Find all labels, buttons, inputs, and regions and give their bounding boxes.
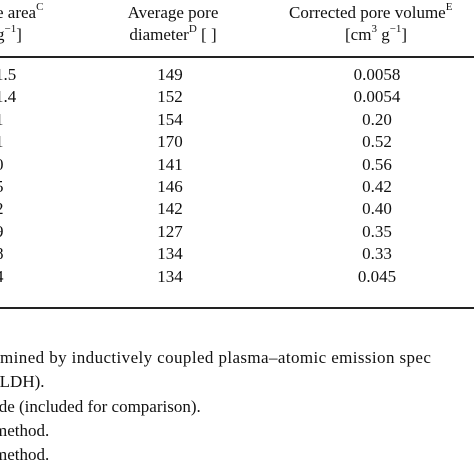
header-corrected-pore-volume: Corrected pore volumeE [cm3 g−1] bbox=[289, 2, 452, 46]
footnotes: rmined by inductively coupled plasma–ato… bbox=[0, 346, 474, 467]
cell-pore-diameter: 170 bbox=[157, 132, 183, 152]
header-surface-area-line2: g−1] bbox=[0, 23, 22, 44]
cell-surface-area: 5 bbox=[0, 176, 4, 198]
cell-pore-volume: 0.56 bbox=[362, 154, 392, 174]
cell-pore-volume: 0.0054 bbox=[353, 87, 401, 107]
header-average-pore-diameter-line1: Average pore bbox=[127, 3, 219, 22]
table-row: 9 127 0.35 bbox=[0, 221, 474, 243]
table-row: 1 154 0.20 bbox=[0, 109, 474, 131]
footnote: (LDH). bbox=[0, 372, 45, 392]
cell-pore-diameter: 152 bbox=[157, 87, 183, 107]
table-row: 0 141 0.56 bbox=[0, 154, 474, 176]
cell-pore-volume: 0.045 bbox=[357, 266, 397, 286]
cell-pore-volume: 0.33 bbox=[362, 244, 392, 264]
cell-pore-volume: 0.20 bbox=[362, 109, 392, 129]
header-average-pore-diameter-line2: diameterD [ ] bbox=[129, 23, 217, 44]
cell-pore-diameter: 154 bbox=[157, 109, 183, 129]
cell-pore-volume: 0.52 bbox=[362, 132, 392, 152]
table-row: 2 142 0.40 bbox=[0, 198, 474, 220]
header-corrected-pore-volume-line1: Corrected pore volumeE bbox=[289, 1, 453, 22]
cell-surface-area: 1.5 bbox=[0, 65, 17, 84]
cell-pore-diameter: 127 bbox=[157, 221, 183, 241]
footnote: ide (included for comparison). bbox=[0, 396, 201, 416]
table-bottom-rule bbox=[0, 307, 474, 309]
cell-surface-area: 1 bbox=[0, 109, 4, 131]
header-average-pore-diameter: Average pore diameterD [ ] bbox=[118, 2, 228, 46]
table-body: 1.5 149 0.0058 1.4 152 0.0054 1 154 0.20… bbox=[0, 64, 474, 288]
cell-pore-diameter: 149 bbox=[157, 65, 183, 84]
footnote: method. bbox=[0, 445, 50, 465]
header-surface-area: e areaC g−1] bbox=[0, 2, 43, 46]
footnote: method. bbox=[0, 420, 50, 440]
table-row: 5 146 0.42 bbox=[0, 176, 474, 198]
cell-surface-area: 9 bbox=[0, 221, 4, 243]
table-row: 4 134 0.045 bbox=[0, 266, 474, 288]
cell-pore-diameter: 134 bbox=[157, 244, 183, 264]
cell-surface-area: 1 bbox=[0, 131, 4, 153]
cell-pore-volume: 0.42 bbox=[362, 176, 392, 196]
cell-pore-volume: 0.40 bbox=[362, 199, 392, 219]
table-row: 1.5 149 0.0058 bbox=[0, 64, 474, 86]
cell-surface-area: 1.4 bbox=[0, 87, 17, 107]
cell-pore-diameter: 134 bbox=[157, 266, 183, 286]
header-surface-area-line1: e areaC bbox=[0, 1, 44, 22]
cell-pore-volume: 0.35 bbox=[362, 221, 392, 241]
cell-surface-area: 8 bbox=[0, 243, 4, 265]
cell-pore-volume: 0.0058 bbox=[353, 65, 401, 84]
table-row: 1 170 0.52 bbox=[0, 131, 474, 153]
header-rule bbox=[0, 56, 474, 58]
footnote: rmined by inductively coupled plasma–ato… bbox=[0, 348, 432, 367]
cell-pore-diameter: 146 bbox=[157, 176, 183, 196]
cell-surface-area: 4 bbox=[0, 266, 4, 288]
cell-pore-diameter: 142 bbox=[157, 199, 183, 219]
table-row: 8 134 0.33 bbox=[0, 243, 474, 265]
cell-surface-area: 0 bbox=[0, 154, 4, 176]
table-row: 1.4 152 0.0054 bbox=[0, 86, 474, 108]
header-corrected-pore-volume-line2: [cm3 g−1] bbox=[345, 23, 408, 44]
cell-pore-diameter: 141 bbox=[157, 154, 183, 174]
cell-surface-area: 2 bbox=[0, 198, 4, 220]
